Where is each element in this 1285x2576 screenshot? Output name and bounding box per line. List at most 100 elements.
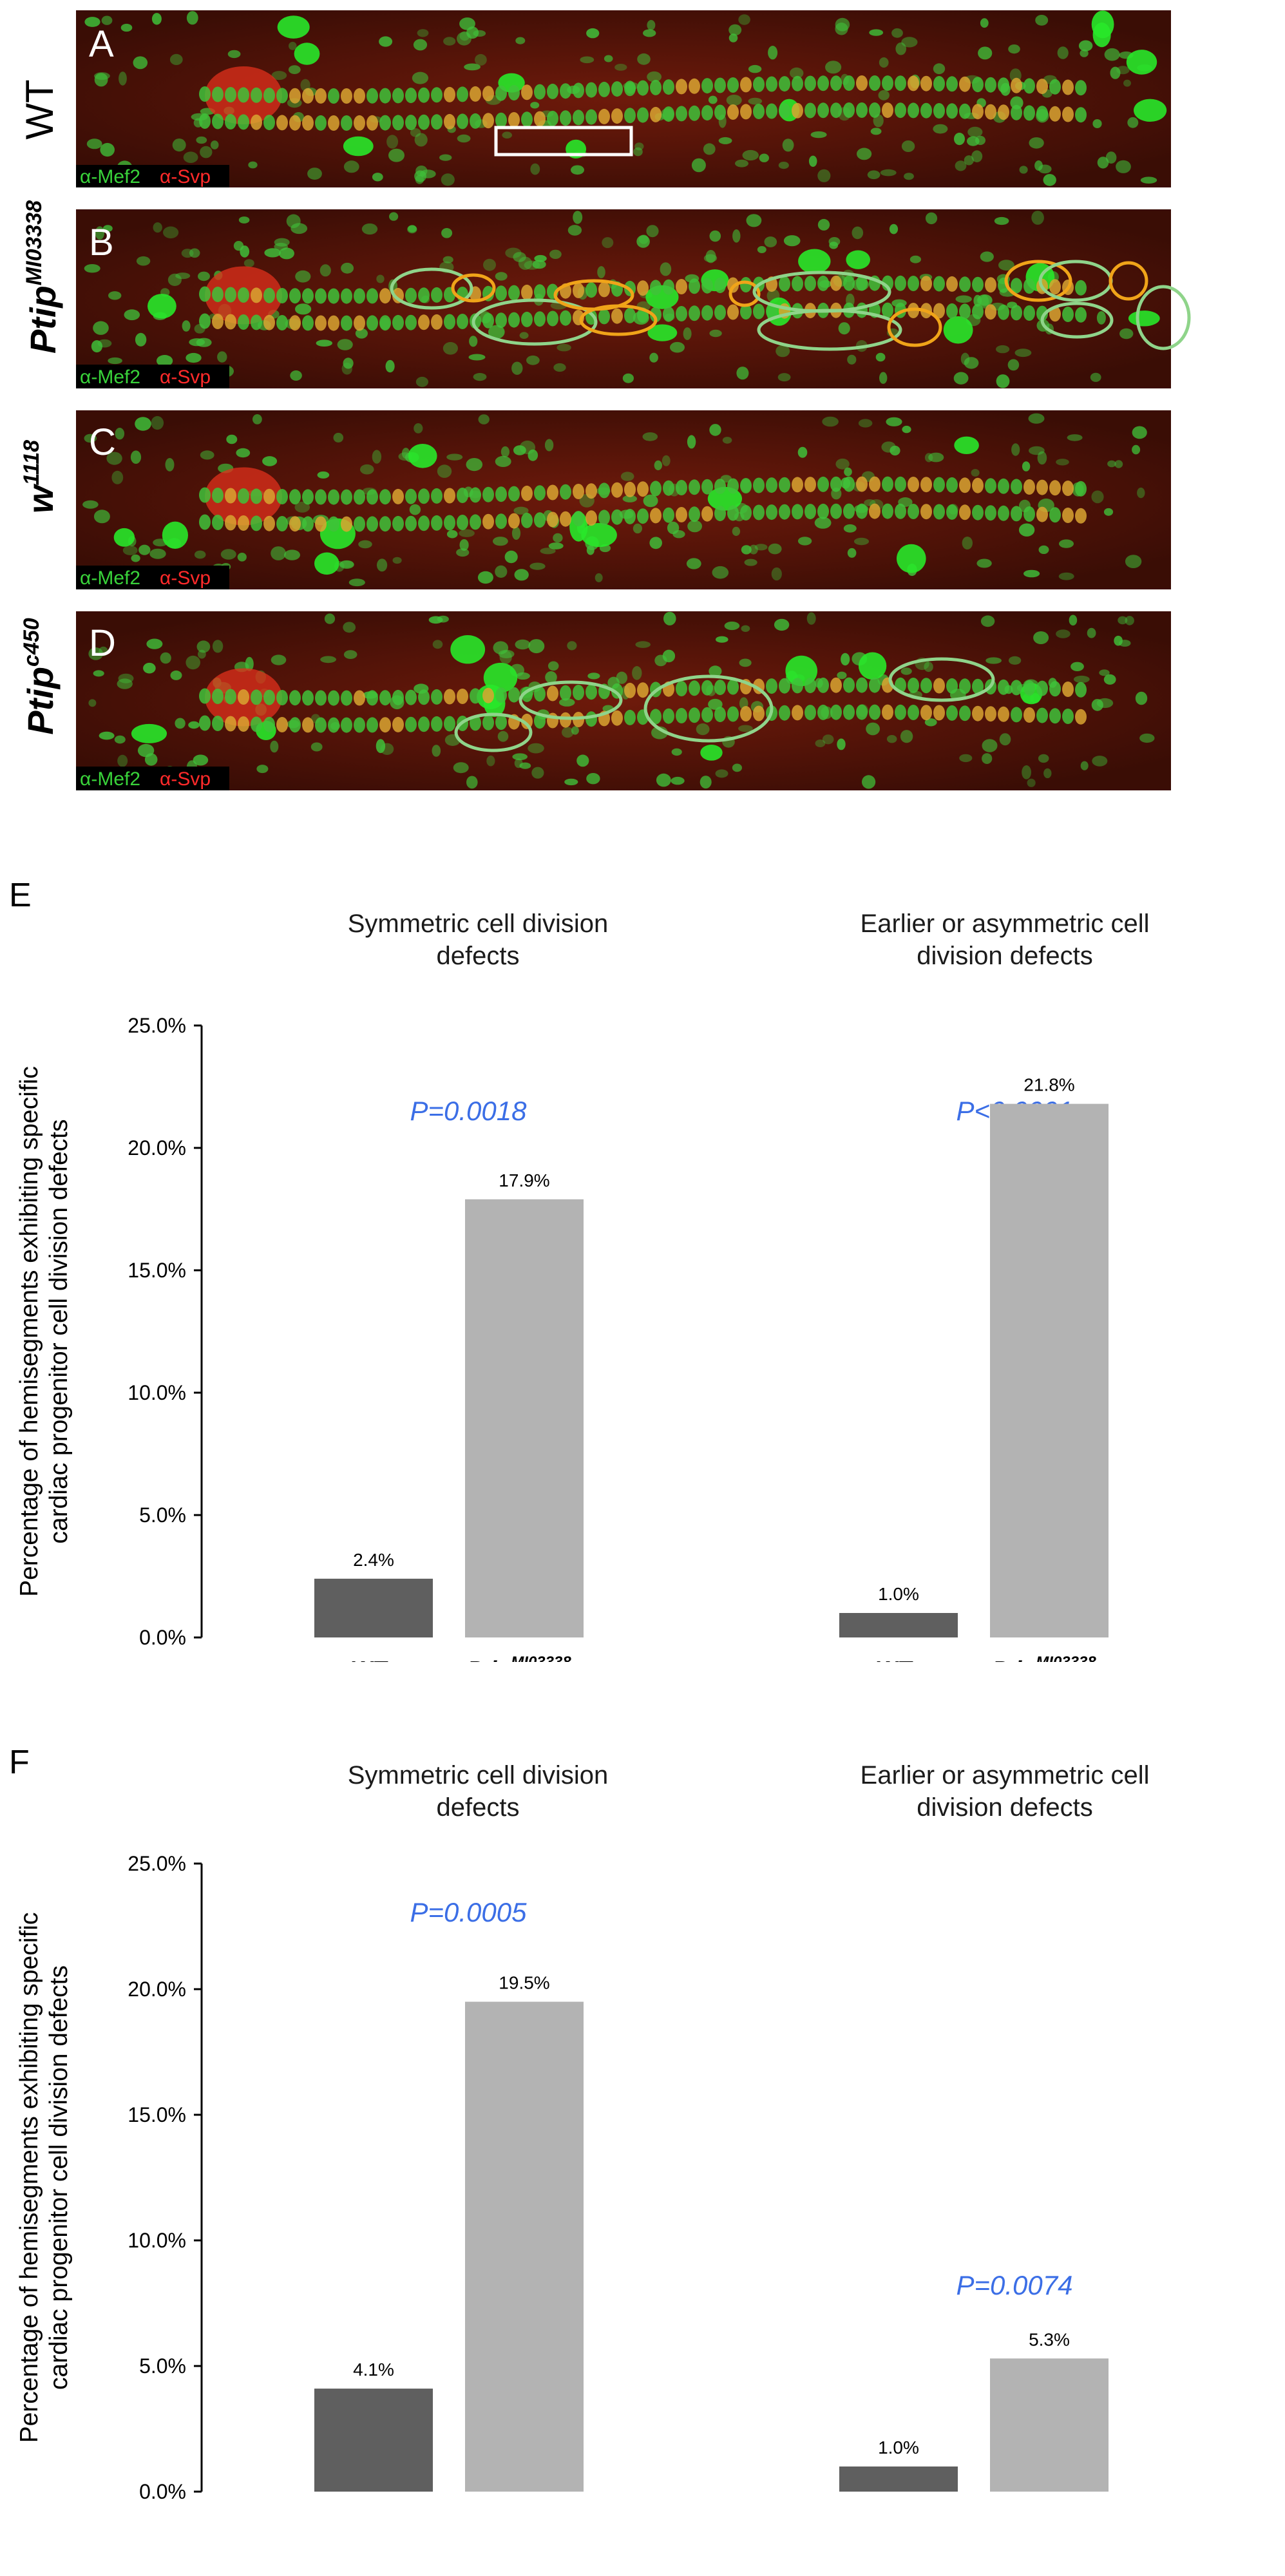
cardiac-nucleus — [676, 306, 687, 321]
cardiac-nucleus — [1036, 479, 1048, 495]
nucleus — [441, 228, 453, 238]
nucleus-cluster — [450, 635, 486, 664]
cardiac-nucleus — [354, 489, 365, 505]
nucleus — [741, 545, 752, 555]
cardiac-nucleus — [315, 690, 327, 706]
cardiac-nucleus — [585, 711, 597, 727]
nucleus — [212, 640, 224, 653]
cardiac-nucleus — [701, 707, 713, 723]
stain-label-mef2: α-Mef2 — [80, 166, 140, 187]
nucleus — [1043, 174, 1056, 186]
nucleus — [84, 17, 100, 27]
cardiac-nucleus — [598, 482, 610, 499]
nucleus — [95, 226, 105, 240]
nucleus — [284, 549, 300, 560]
cardiac-nucleus — [804, 678, 816, 694]
cardiac-nucleus — [985, 505, 996, 521]
nucleus — [412, 72, 429, 84]
cardiac-nucleus — [289, 288, 301, 304]
nucleus — [778, 162, 789, 169]
cardiac-nucleus — [366, 717, 378, 733]
bar-value-label: 19.5% — [499, 1973, 549, 1993]
cardiac-nucleus — [714, 278, 726, 294]
nucleus — [564, 778, 578, 786]
x-category-label: WT — [875, 1656, 913, 1662]
x-category-label: WT — [350, 1656, 388, 1662]
cardiac-nucleus — [933, 678, 945, 694]
cardiac-nucleus — [766, 678, 777, 694]
cardiac-nucleus — [624, 481, 636, 497]
nucleus — [886, 417, 902, 426]
nucleus — [586, 28, 600, 39]
nucleus — [511, 526, 521, 540]
nucleus — [515, 37, 526, 44]
cardiac-nucleus — [740, 706, 752, 721]
cardiac-nucleus — [959, 504, 971, 520]
cardiac-nucleus — [1049, 507, 1061, 523]
nucleus — [274, 242, 289, 251]
cardiac-nucleus — [895, 275, 906, 291]
nucleus — [879, 57, 889, 68]
nucleus — [1118, 616, 1128, 625]
nucleus — [432, 640, 443, 649]
cardiac-nucleus — [457, 515, 468, 530]
cardiac-nucleus — [585, 483, 597, 499]
cardiac-nucleus — [869, 704, 880, 720]
nucleus — [909, 255, 921, 263]
nucleus — [1008, 656, 1022, 665]
nucleus — [227, 50, 241, 59]
nucleus-cluster — [148, 294, 176, 319]
nucleus — [1103, 508, 1114, 516]
cardiac-nucleus — [663, 507, 674, 523]
cardiac-nucleus — [766, 103, 777, 119]
nucleus — [954, 133, 965, 146]
cardiac-nucleus — [701, 278, 713, 294]
cardiac-nucleus — [328, 717, 339, 733]
cardiac-nucleus — [727, 77, 739, 93]
nucleus — [980, 18, 989, 28]
nucleus — [93, 670, 104, 677]
cardiac-nucleus — [470, 113, 481, 129]
cardiac-nucleus — [289, 115, 301, 131]
cardiac-nucleus — [624, 307, 636, 323]
nucleus — [757, 246, 766, 253]
cardiac-nucleus — [1023, 479, 1035, 495]
nucleus — [1092, 119, 1102, 128]
nucleus — [672, 530, 685, 539]
cardiac-nucleus — [920, 75, 932, 91]
nucleus — [348, 578, 365, 587]
nucleus — [1022, 765, 1031, 779]
nucleus — [1090, 372, 1101, 382]
cardiac-nucleus — [534, 111, 546, 127]
cardiac-nucleus — [560, 310, 571, 326]
y-axis-label-line: cardiac progenitor cell division defects — [45, 1965, 73, 2390]
nucleus — [614, 64, 627, 71]
nucleus — [980, 294, 989, 309]
nucleus — [687, 520, 702, 533]
nucleus — [1038, 754, 1049, 763]
cardiac-nucleus — [263, 115, 275, 131]
nucleus — [464, 63, 481, 71]
nucleus — [889, 224, 899, 234]
y-axis-label-line: Percentage of hemisegments exhibiting sp… — [15, 1066, 43, 1597]
cardiac-nucleus — [495, 714, 507, 730]
nucleus — [170, 670, 182, 680]
nucleus — [358, 540, 372, 549]
cardiac-nucleus — [676, 507, 687, 522]
cardiac-nucleus — [547, 110, 558, 126]
cardiac-nucleus — [689, 78, 700, 94]
nucleus — [124, 309, 140, 321]
cardiac-nucleus — [959, 477, 971, 493]
cardiac-nucleus — [779, 103, 790, 119]
cardiac-nucleus — [263, 716, 275, 732]
cardiac-nucleus — [714, 77, 726, 93]
cardiac-nucleus — [289, 88, 301, 104]
cardiac-nucleus — [276, 315, 288, 330]
cardiac-nucleus — [1036, 305, 1048, 321]
cardiac-nucleus — [315, 88, 327, 104]
cardiac-nucleus — [341, 115, 352, 131]
cardiac-nucleus — [933, 477, 945, 493]
cardiac-nucleus — [830, 476, 842, 492]
nucleus — [602, 237, 614, 249]
nucleus — [486, 755, 495, 767]
